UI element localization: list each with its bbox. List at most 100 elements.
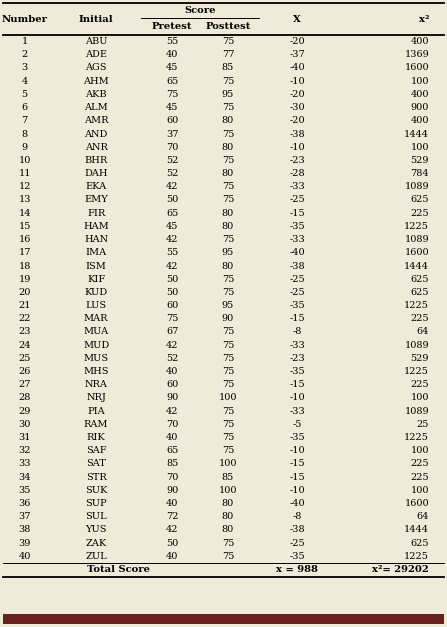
Text: 55: 55 bbox=[166, 248, 178, 257]
Text: -15: -15 bbox=[290, 460, 305, 468]
Text: 39: 39 bbox=[18, 539, 31, 548]
Text: EMY: EMY bbox=[84, 196, 108, 204]
Text: 1444: 1444 bbox=[404, 525, 429, 534]
Text: -40: -40 bbox=[290, 63, 305, 73]
Text: Number: Number bbox=[2, 14, 47, 23]
Text: 67: 67 bbox=[166, 327, 178, 337]
Text: AHM: AHM bbox=[83, 76, 109, 86]
Text: -40: -40 bbox=[290, 499, 305, 508]
Text: -8: -8 bbox=[293, 327, 302, 337]
Text: 100: 100 bbox=[411, 486, 429, 495]
Text: -25: -25 bbox=[290, 196, 305, 204]
Text: Total Score: Total Score bbox=[87, 565, 150, 574]
Text: 64: 64 bbox=[417, 327, 429, 337]
Text: 75: 75 bbox=[222, 354, 234, 363]
Text: Posttest: Posttest bbox=[205, 22, 251, 31]
Text: -33: -33 bbox=[289, 340, 305, 350]
Text: 1089: 1089 bbox=[405, 182, 429, 191]
Text: HAM: HAM bbox=[83, 222, 109, 231]
Text: 75: 75 bbox=[222, 367, 234, 376]
Text: RIK: RIK bbox=[87, 433, 105, 442]
Text: -25: -25 bbox=[290, 539, 305, 548]
Text: ZUL: ZUL bbox=[85, 552, 107, 561]
Text: -8: -8 bbox=[293, 512, 302, 521]
Text: 75: 75 bbox=[222, 235, 234, 244]
Text: x²: x² bbox=[419, 14, 429, 23]
Text: 784: 784 bbox=[410, 169, 429, 178]
Text: MAR: MAR bbox=[84, 314, 108, 324]
Text: 30: 30 bbox=[18, 420, 31, 429]
Text: -38: -38 bbox=[290, 261, 305, 270]
Text: 1600: 1600 bbox=[405, 499, 429, 508]
Text: 625: 625 bbox=[411, 288, 429, 297]
Text: 19: 19 bbox=[18, 275, 31, 283]
Text: 21: 21 bbox=[18, 301, 31, 310]
Text: 6: 6 bbox=[21, 103, 28, 112]
Text: -15: -15 bbox=[290, 209, 305, 218]
Text: 18: 18 bbox=[18, 261, 31, 270]
Text: 80: 80 bbox=[222, 169, 234, 178]
Text: 90: 90 bbox=[166, 486, 178, 495]
Text: FIR: FIR bbox=[87, 209, 105, 218]
Text: 60: 60 bbox=[166, 381, 178, 389]
Text: -20: -20 bbox=[290, 116, 305, 125]
Text: 75: 75 bbox=[222, 327, 234, 337]
Text: 3: 3 bbox=[21, 63, 28, 73]
Text: 900: 900 bbox=[411, 103, 429, 112]
Text: 70: 70 bbox=[166, 473, 178, 482]
Text: 85: 85 bbox=[222, 473, 234, 482]
Text: 50: 50 bbox=[166, 539, 178, 548]
Text: 75: 75 bbox=[222, 182, 234, 191]
Text: STR: STR bbox=[86, 473, 106, 482]
Text: 8: 8 bbox=[21, 130, 28, 139]
Text: 55: 55 bbox=[166, 37, 178, 46]
Text: 1225: 1225 bbox=[404, 367, 429, 376]
Text: 625: 625 bbox=[411, 275, 429, 283]
Text: 40: 40 bbox=[166, 433, 178, 442]
Text: -10: -10 bbox=[290, 446, 305, 455]
Text: 80: 80 bbox=[222, 116, 234, 125]
Text: RAM: RAM bbox=[84, 420, 108, 429]
Text: 12: 12 bbox=[18, 182, 31, 191]
Text: 45: 45 bbox=[166, 103, 178, 112]
Text: ZAK: ZAK bbox=[85, 539, 107, 548]
Text: MUD: MUD bbox=[83, 340, 109, 350]
Text: ANR: ANR bbox=[84, 143, 108, 152]
Text: 32: 32 bbox=[18, 446, 31, 455]
Text: -35: -35 bbox=[290, 222, 305, 231]
Text: 95: 95 bbox=[222, 301, 234, 310]
Text: -15: -15 bbox=[290, 314, 305, 324]
Text: 42: 42 bbox=[166, 340, 178, 350]
Bar bbox=[3, 614, 444, 624]
Text: EKA: EKA bbox=[85, 182, 107, 191]
Text: 75: 75 bbox=[222, 156, 234, 165]
Text: 27: 27 bbox=[18, 381, 31, 389]
Text: 40: 40 bbox=[166, 552, 178, 561]
Text: -23: -23 bbox=[289, 354, 305, 363]
Text: 38: 38 bbox=[18, 525, 31, 534]
Text: PIA: PIA bbox=[87, 407, 105, 416]
Text: 1600: 1600 bbox=[405, 248, 429, 257]
Text: KIF: KIF bbox=[87, 275, 105, 283]
Text: MUS: MUS bbox=[84, 354, 109, 363]
Text: -10: -10 bbox=[290, 143, 305, 152]
Text: 225: 225 bbox=[410, 460, 429, 468]
Text: 50: 50 bbox=[166, 275, 178, 283]
Text: 80: 80 bbox=[222, 209, 234, 218]
Text: MUA: MUA bbox=[84, 327, 109, 337]
Text: -33: -33 bbox=[289, 407, 305, 416]
Text: 80: 80 bbox=[222, 261, 234, 270]
Text: -10: -10 bbox=[290, 394, 305, 403]
Text: 625: 625 bbox=[411, 539, 429, 548]
Text: 15: 15 bbox=[18, 222, 31, 231]
Text: 400: 400 bbox=[411, 90, 429, 99]
Text: 1089: 1089 bbox=[405, 407, 429, 416]
Text: -38: -38 bbox=[290, 525, 305, 534]
Text: HAN: HAN bbox=[84, 235, 108, 244]
Text: 70: 70 bbox=[166, 143, 178, 152]
Text: ALM: ALM bbox=[84, 103, 108, 112]
Text: 75: 75 bbox=[222, 196, 234, 204]
Text: 34: 34 bbox=[18, 473, 31, 482]
Text: 75: 75 bbox=[166, 90, 178, 99]
Text: NRJ: NRJ bbox=[86, 394, 106, 403]
